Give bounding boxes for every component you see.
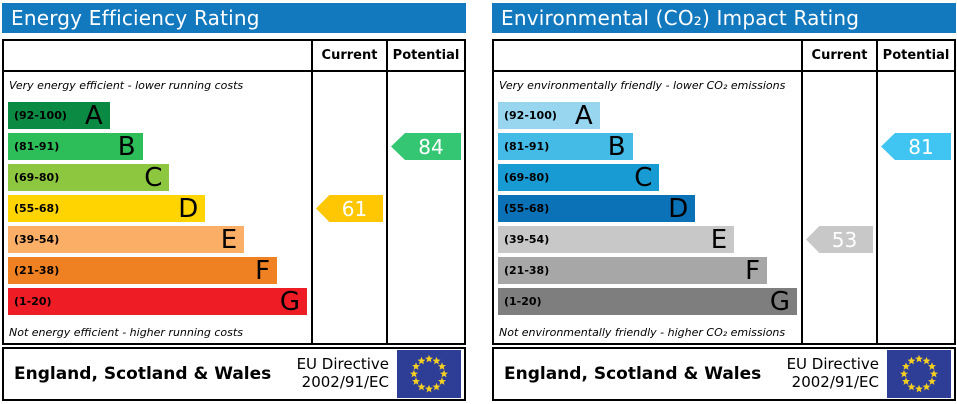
eu-directive-label: EU Directive 2002/91/EC [786, 355, 879, 391]
band-letter: C [634, 162, 653, 193]
energy-efficiency-panel: Energy Efficiency Rating Very energy eff… [2, 3, 466, 401]
rating-column: Very energy efficient - lower running co… [4, 41, 311, 343]
footer: England, Scotland & Wales EU Directive 2… [492, 347, 956, 401]
rating-band-e: (39-54) E [8, 224, 245, 255]
bottom-note: Not environmentally friendly - higher CO… [499, 326, 786, 339]
potential-column: Potential 84 [386, 41, 464, 343]
band-range-label: (39-54) [14, 233, 60, 246]
energy-efficiency-title: Energy Efficiency Rating [2, 3, 466, 33]
current-column-body: 53 [803, 72, 876, 343]
current-column: Current 61 [311, 41, 386, 343]
rating-band-c: (69-80) C [498, 162, 660, 193]
rating-band-b: (81-91) B [498, 133, 633, 160]
band-range-label: (1-20) [504, 295, 542, 308]
eu-directive-label: EU Directive 2002/91/EC [296, 355, 389, 391]
potential-rating-arrow: 84 [391, 133, 461, 160]
eu-flag-icon [397, 350, 461, 398]
current-rating-arrow: 53 [806, 226, 873, 253]
current-column-header: Current [803, 41, 876, 72]
band-letter: D [668, 193, 689, 224]
band-letter: G [769, 286, 790, 317]
rating-band-d: (55-68) D [8, 193, 206, 224]
region-label: England, Scotland & Wales [14, 364, 272, 384]
rating-band-g: (1-20) G [8, 288, 307, 315]
band-range-label: (69-80) [504, 171, 550, 184]
environmental-impact-title: Environmental (CO₂) Impact Rating [492, 3, 956, 33]
band-letter: D [178, 193, 199, 224]
potential-rating-arrow: 81 [881, 133, 951, 160]
rating-band-g: (1-20) G [498, 288, 797, 315]
current-column-body: 61 [313, 72, 386, 343]
rating-band-c: (69-80) C [8, 162, 170, 193]
band-range-label: (69-80) [14, 171, 60, 184]
band-letter: F [255, 255, 271, 286]
potential-column: Potential 81 [876, 41, 954, 343]
current-rating-arrow: 61 [316, 195, 383, 222]
rating-band-a: (92-100) A [8, 102, 110, 129]
rating-column: Very environmentally friendly - lower CO… [494, 41, 801, 343]
current-column: Current 53 [801, 41, 876, 343]
band-letter: B [607, 131, 626, 162]
band-letter: B [117, 131, 136, 162]
rating-band-a: (92-100) A [498, 102, 600, 129]
environmental-impact-panel: Environmental (CO₂) Impact Rating Very e… [492, 3, 956, 401]
energy-efficiency-chart: Very energy efficient - lower running co… [2, 39, 466, 345]
band-range-label: (39-54) [504, 233, 550, 246]
band-letter: G [279, 286, 300, 317]
band-range-label: (1-20) [14, 295, 52, 308]
rating-bands: (92-100) A (81-91) B (69-80) C (55-68) D (39-54)… [4, 102, 311, 319]
band-letter: A [84, 100, 103, 131]
band-range-label: (21-38) [504, 264, 550, 277]
band-range-label: (55-68) [504, 202, 550, 215]
rating-band-b: (81-91) B [8, 133, 143, 160]
rating-band-e: (39-54) E [498, 224, 735, 255]
band-letter: E [220, 224, 238, 255]
rating-bands: (92-100) A (81-91) B (69-80) C (55-68) D (39-54)… [494, 102, 801, 319]
rating-header-cell [4, 41, 311, 72]
band-range-label: (92-100) [14, 109, 67, 122]
potential-column-header: Potential [388, 41, 464, 72]
band-letter: E [710, 224, 728, 255]
band-range-label: (81-91) [504, 140, 550, 153]
band-letter: C [144, 162, 163, 193]
top-note: Very environmentally friendly - lower CO… [499, 79, 786, 92]
rating-band-f: (21-38) F [498, 255, 768, 286]
bottom-note: Not energy efficient - higher running co… [9, 326, 243, 339]
band-range-label: (92-100) [504, 109, 557, 122]
band-letter: F [745, 255, 761, 286]
environmental-impact-chart: Very environmentally friendly - lower CO… [492, 39, 956, 345]
rating-band-d: (55-68) D [498, 193, 696, 224]
potential-column-body: 84 [388, 72, 464, 343]
current-column-header: Current [313, 41, 386, 72]
rating-band-f: (21-38) F [8, 255, 278, 286]
potential-column-body: 81 [878, 72, 954, 343]
band-range-label: (81-91) [14, 140, 60, 153]
eu-flag-icon [887, 350, 951, 398]
footer: England, Scotland & Wales EU Directive 2… [2, 347, 466, 401]
rating-header-cell [494, 41, 801, 72]
band-range-label: (55-68) [14, 202, 60, 215]
band-letter: A [574, 100, 593, 131]
top-note: Very energy efficient - lower running co… [9, 79, 244, 92]
potential-column-header: Potential [878, 41, 954, 72]
region-label: England, Scotland & Wales [504, 364, 762, 384]
band-range-label: (21-38) [14, 264, 60, 277]
